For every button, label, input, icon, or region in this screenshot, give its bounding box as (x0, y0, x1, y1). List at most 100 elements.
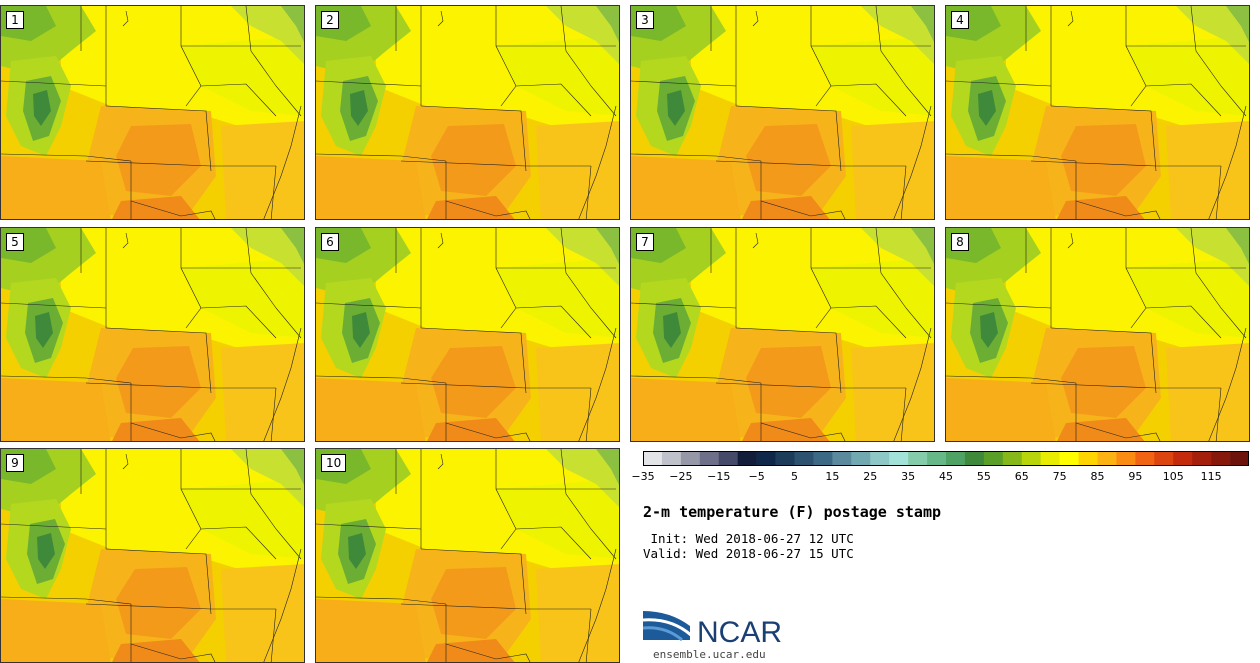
boundary (735, 105, 842, 172)
boundary (263, 548, 302, 662)
field-southwest (316, 156, 426, 219)
field-southwest (631, 378, 741, 441)
field-rockies-cool (35, 312, 53, 348)
boundary (495, 228, 517, 329)
field-rockies-cool (37, 533, 55, 569)
boundary (560, 449, 617, 560)
ensemble-member-stamp: 10 (315, 448, 620, 663)
boundary (270, 165, 277, 219)
colorbar-border (643, 451, 1249, 466)
temperature-map (316, 6, 619, 219)
member-number-label: 6 (321, 233, 339, 251)
field-great-lakes-cool (281, 449, 304, 485)
boundary (130, 422, 216, 441)
boundary (445, 643, 531, 662)
boundary (1145, 83, 1222, 117)
field-great-lakes (231, 228, 304, 286)
boundary (560, 228, 617, 339)
colorbar-bin (813, 451, 833, 466)
field-southwest (316, 378, 426, 441)
boundary (495, 449, 517, 550)
temperature-map (1, 449, 304, 662)
colorbar-bin (737, 451, 757, 466)
field-great-lakes-cool (596, 449, 619, 485)
boundary (85, 603, 276, 610)
field-great-lakes-cool (281, 6, 304, 42)
field-plains-hot (746, 346, 831, 418)
ensemble-member-stamp: 8 (945, 227, 1250, 442)
boundary (122, 10, 129, 27)
boundary (122, 453, 129, 470)
field-plains-hot (1061, 346, 1146, 418)
boundary (445, 422, 531, 441)
colorbar-bin (927, 451, 947, 466)
ensemble-member-stamp: 7 (630, 227, 935, 442)
field-great-lakes-cool (1226, 228, 1249, 264)
colorbar-bin (832, 451, 852, 466)
boundary (1, 375, 132, 384)
boundary (122, 232, 129, 249)
colorbar-tick-label: 15 (825, 470, 840, 483)
boundary (130, 643, 216, 662)
colorbar-bin (964, 451, 985, 466)
boundary (437, 232, 444, 249)
colorbar-bin (889, 451, 909, 466)
boundary (1, 302, 107, 309)
colorbar-bin (775, 451, 795, 466)
field-southwest (946, 156, 1056, 219)
boundary (420, 548, 527, 615)
boundary (578, 105, 617, 219)
field-southeast (536, 564, 619, 662)
boundary (946, 80, 1052, 87)
member-number-label: 2 (321, 11, 339, 29)
member-number-label: 1 (6, 11, 24, 29)
colorbar-tick-label: 25 (863, 470, 878, 483)
field-rockies-cool (978, 90, 996, 126)
colorbar-bin (908, 451, 928, 466)
member-number-label: 4 (951, 11, 969, 29)
boundary (715, 160, 906, 167)
field-plains-hot (116, 567, 201, 639)
field-rockies-cool (667, 90, 685, 126)
boundary (560, 6, 617, 117)
field-great-lakes (231, 449, 304, 507)
boundary (1050, 105, 1157, 172)
boundary (1208, 105, 1247, 219)
field-great-lakes (1176, 6, 1249, 64)
temperature-map (316, 449, 619, 662)
boundary (316, 302, 422, 309)
field-rockies-cool (348, 533, 366, 569)
boundary (445, 200, 531, 219)
boundary (900, 165, 907, 219)
ensemble-member-stamp: 6 (315, 227, 620, 442)
colorbar-tick-label: 115 (1200, 470, 1222, 483)
field-southeast (221, 564, 304, 662)
colorbar-tick-label: 85 (1090, 470, 1105, 483)
colorbar-tick-label: 35 (901, 470, 916, 483)
boundary (263, 327, 302, 441)
field-plains-hot (431, 567, 516, 639)
boundary (585, 387, 592, 441)
boundary (105, 327, 212, 394)
field-great-lakes-cool (281, 228, 304, 264)
ensemble-member-stamp: 4 (945, 5, 1250, 220)
member-number-label: 10 (321, 454, 347, 472)
temperature-map (631, 6, 934, 219)
boundary (245, 6, 302, 117)
member-number-label: 3 (636, 11, 654, 29)
colorbar-bin (851, 451, 871, 466)
logo-url: ensemble.ucar.edu (653, 648, 766, 661)
field-plains-hot (431, 124, 516, 196)
boundary (946, 302, 1052, 309)
ensemble-member-stamp: 5 (0, 227, 305, 442)
field-rockies-cool (350, 90, 368, 126)
ensemble-member-stamp: 3 (630, 5, 935, 220)
field-southwest (1, 378, 111, 441)
field-northeast (181, 36, 304, 116)
member-number-label: 8 (951, 233, 969, 251)
boundary (85, 382, 276, 389)
field-great-lakes-cool (1226, 6, 1249, 42)
colorbar-tick-label: 75 (1052, 470, 1067, 483)
boundary (1075, 422, 1161, 441)
boundary (1067, 10, 1074, 27)
